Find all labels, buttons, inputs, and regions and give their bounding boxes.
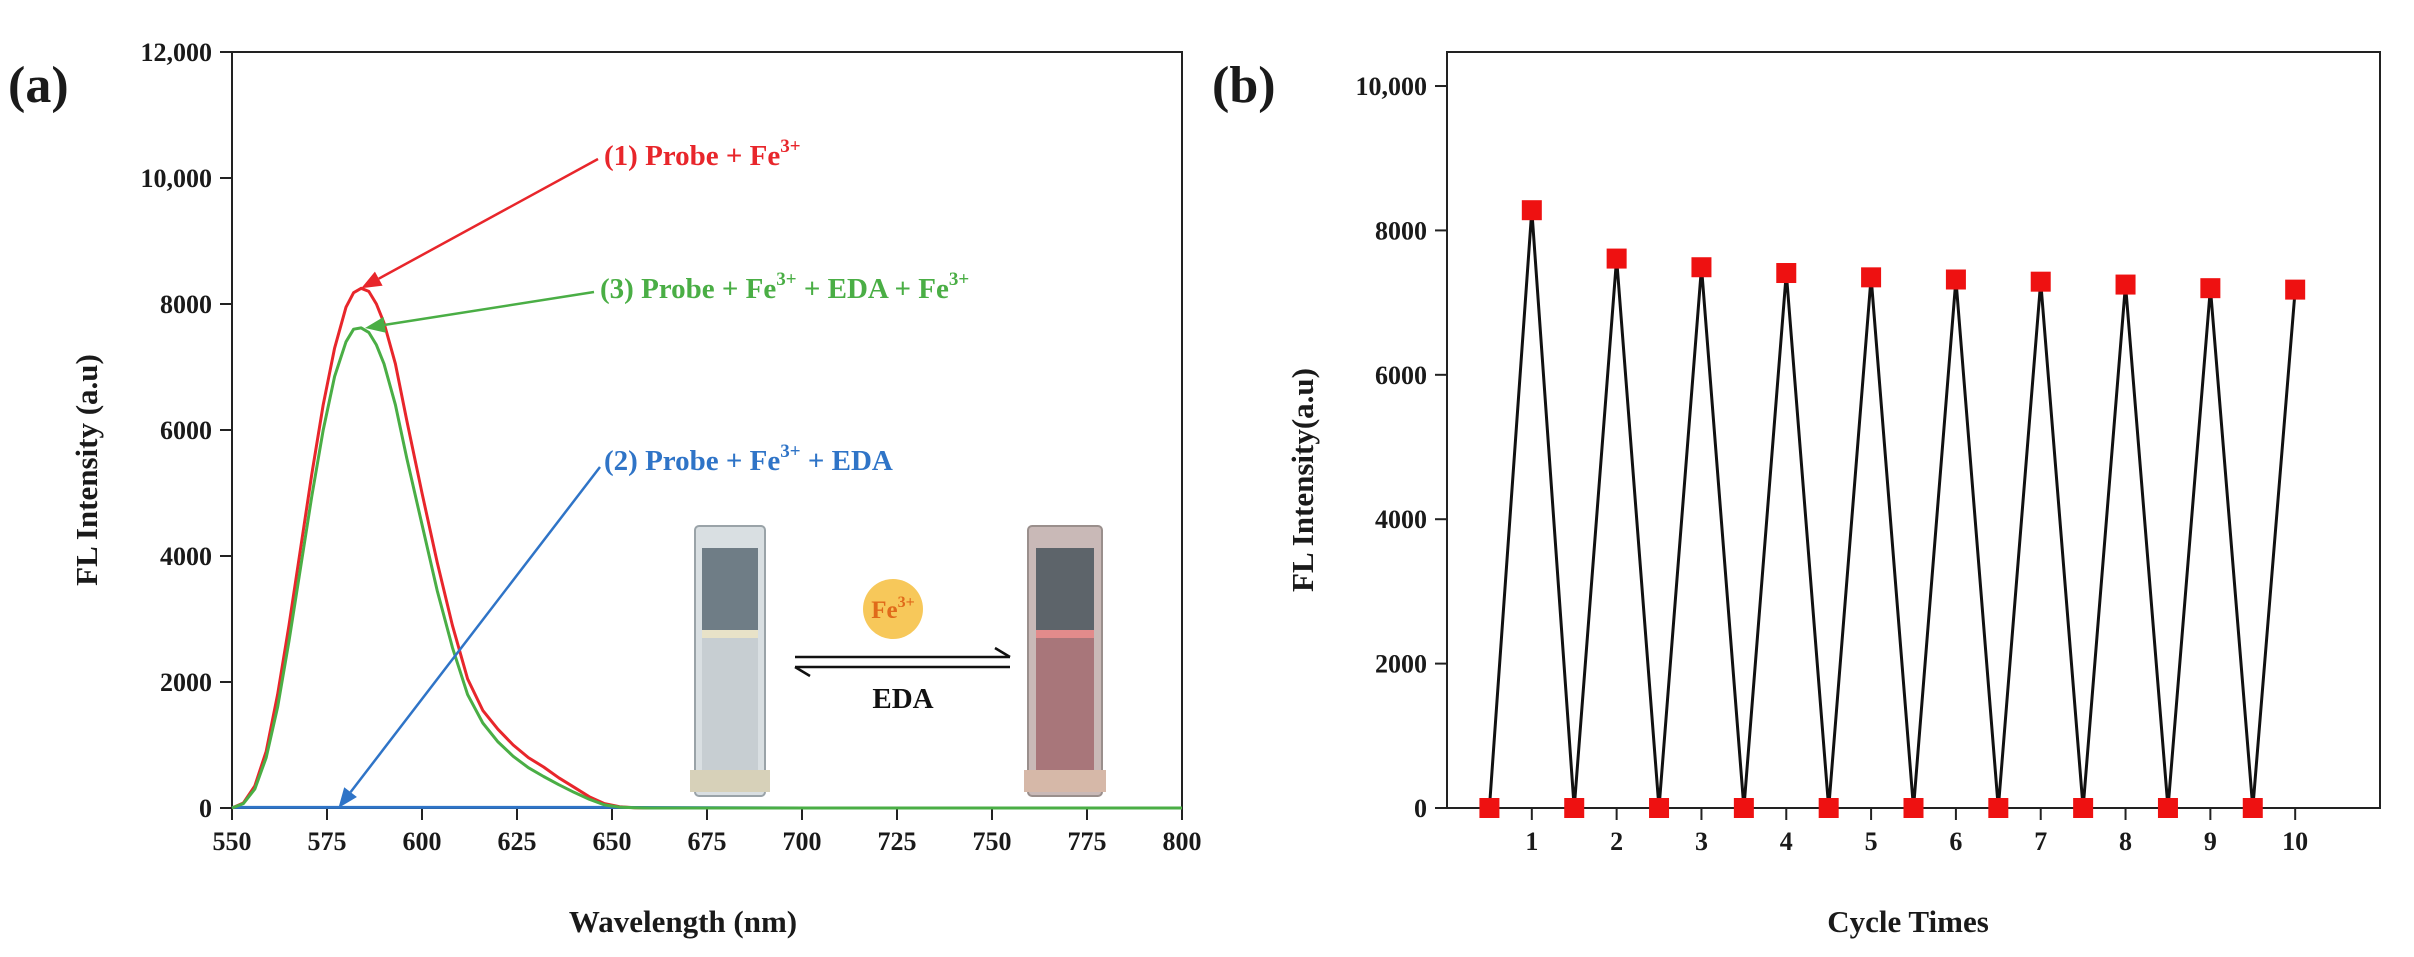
panel-a-x-tick-label: 700 — [783, 827, 822, 856]
annotation-probe-fe-label: (1) Probe + Fe3+ — [604, 136, 801, 172]
fe-badge-label: Fe3+ — [871, 594, 915, 624]
panel-b-y-tick-label: 0 — [1414, 794, 1427, 823]
panel-b-y-tick-label: 6000 — [1375, 361, 1427, 390]
panel-b-y-tick-label: 8000 — [1375, 216, 1427, 245]
panel-a-x-tick-label: 650 — [593, 827, 632, 856]
panel-a-x-tick-label: 675 — [688, 827, 727, 856]
cycle-point-marker — [1945, 269, 1966, 290]
cycle-point-marker — [1988, 798, 2009, 818]
panel-a-x-tick-label: 550 — [213, 827, 252, 856]
annotation-probe-fe-eda-fe-arrowhead — [365, 316, 386, 333]
series-probe-fe-eda-fe-line — [231, 326, 1182, 810]
panel-a: (a) 550 575 600 625 650 675 700 725 750 775 800020… — [8, 38, 1202, 939]
cuvette-inset: Fe3+ EDA — [690, 525, 1106, 797]
equilibrium-arrows — [794, 646, 1011, 678]
panel-b-x-axis-title: Cycle Times — [1827, 904, 1989, 939]
panel-b-x-tick-label: 10 — [2282, 827, 2308, 856]
panel-b-x-tick-label: 3 — [1695, 827, 1708, 856]
panel-a-y-tick-label: 8000 — [160, 290, 212, 319]
panel-a-x-tick-label: 600 — [403, 827, 442, 856]
cycle-point-marker — [1903, 798, 1924, 818]
cycle-point-marker — [1479, 798, 1500, 818]
panel-a-x-tick-label: 750 — [973, 827, 1012, 856]
annotation-probe-fe-eda-arrowhead — [338, 787, 357, 808]
fe-badge-circle — [863, 579, 923, 639]
cycle-point-marker — [1564, 798, 1585, 818]
cuvette-colorless-image — [690, 525, 770, 797]
panel-b-y-tick-label: 4000 — [1375, 505, 1427, 534]
cycle-point-marker — [1691, 257, 1712, 278]
annotation-probe-fe-eda-fe-label: (3) Probe + Fe3+ + EDA + Fe3+ — [600, 269, 969, 305]
annotation-probe-fe-eda-label: (2) Probe + Fe3+ + EDA — [604, 441, 893, 477]
cycle-point-marker — [2200, 278, 2221, 299]
annotation-probe-fe-arrowhead — [361, 271, 383, 289]
panel-a-x-tick-label: 800 — [1163, 827, 1202, 856]
cycle-point-marker — [2115, 274, 2136, 295]
cycle-point-marker — [2242, 798, 2263, 818]
panel-a-y-tick-label: 6000 — [160, 416, 212, 445]
cycle-series-line — [1487, 210, 2297, 809]
cycle-point-marker — [2285, 279, 2306, 300]
cycle-point-marker — [1521, 200, 1542, 221]
panel-a-x-tick-label: 625 — [498, 827, 537, 856]
cycle-point-marker — [1733, 798, 1754, 818]
annotation-probe-fe-arrow — [378, 157, 599, 280]
panel-a-y-axis-title: FL Intensity (a.u) — [69, 354, 104, 586]
panel-b-x-tick-label: 2 — [1610, 827, 1623, 856]
panel-b-x-tick-label: 7 — [2034, 827, 2047, 856]
panel-b-x-tick-label: 4 — [1780, 827, 1793, 856]
cycle-point-marker — [2073, 798, 2094, 818]
panel-b-x-tick-label: 9 — [2204, 827, 2217, 856]
panel-a-x-tick-label: 725 — [878, 827, 917, 856]
eda-arrow-label: EDA — [872, 683, 933, 715]
cycle-point-marker — [1649, 798, 1670, 818]
cycle-point-marker — [1776, 263, 1797, 284]
panel-b-x-tick-label: 8 — [2119, 827, 2132, 856]
panel-a-y-tick-label: 12,000 — [141, 38, 213, 67]
panel-a-y-tick-label: 0 — [199, 794, 212, 823]
cycle-point-marker — [1606, 248, 1627, 269]
panel-a-label: (a) — [8, 57, 69, 114]
cycle-point-marker — [2030, 271, 2051, 292]
panel-b: (b) 1 2 3 4 5 6 7 8 9 10 0 2000 4000 6000 8000 10,000 C… — [1212, 51, 2381, 939]
panel-a-x-tick-label: 575 — [308, 827, 347, 856]
cycle-point-marker — [1818, 798, 1839, 818]
panel-b-y-tick-label: 2000 — [1375, 650, 1427, 679]
cuvette-pink-image — [1024, 525, 1106, 797]
cycle-point-marker — [1861, 267, 1882, 288]
panel-a-y-tick-label: 10,000 — [141, 164, 213, 193]
panel-b-x-tick-label: 6 — [1949, 827, 1962, 856]
panel-b-label: (b) — [1212, 57, 1276, 114]
panel-b-y-axis-title: FL Intensity(a.u) — [1285, 368, 1320, 592]
panel-b-x-tick-label: 5 — [1865, 827, 1878, 856]
panel-b-x-tick-label: 1 — [1525, 827, 1538, 856]
panel-a-x-axis-title: Wavelength (nm) — [569, 904, 797, 939]
panel-b-y-tick-label: 10,000 — [1356, 72, 1428, 101]
panel-a-x-tick-label: 775 — [1068, 827, 1107, 856]
panel-a-y-tick-label: 2000 — [160, 668, 212, 697]
cycle-point-marker — [2157, 798, 2178, 818]
annotation-probe-fe-eda-arrow — [349, 466, 601, 793]
panel-a-y-tick-label: 4000 — [160, 542, 212, 571]
annotation-probe-fe-eda-fe-arrow — [384, 290, 595, 327]
